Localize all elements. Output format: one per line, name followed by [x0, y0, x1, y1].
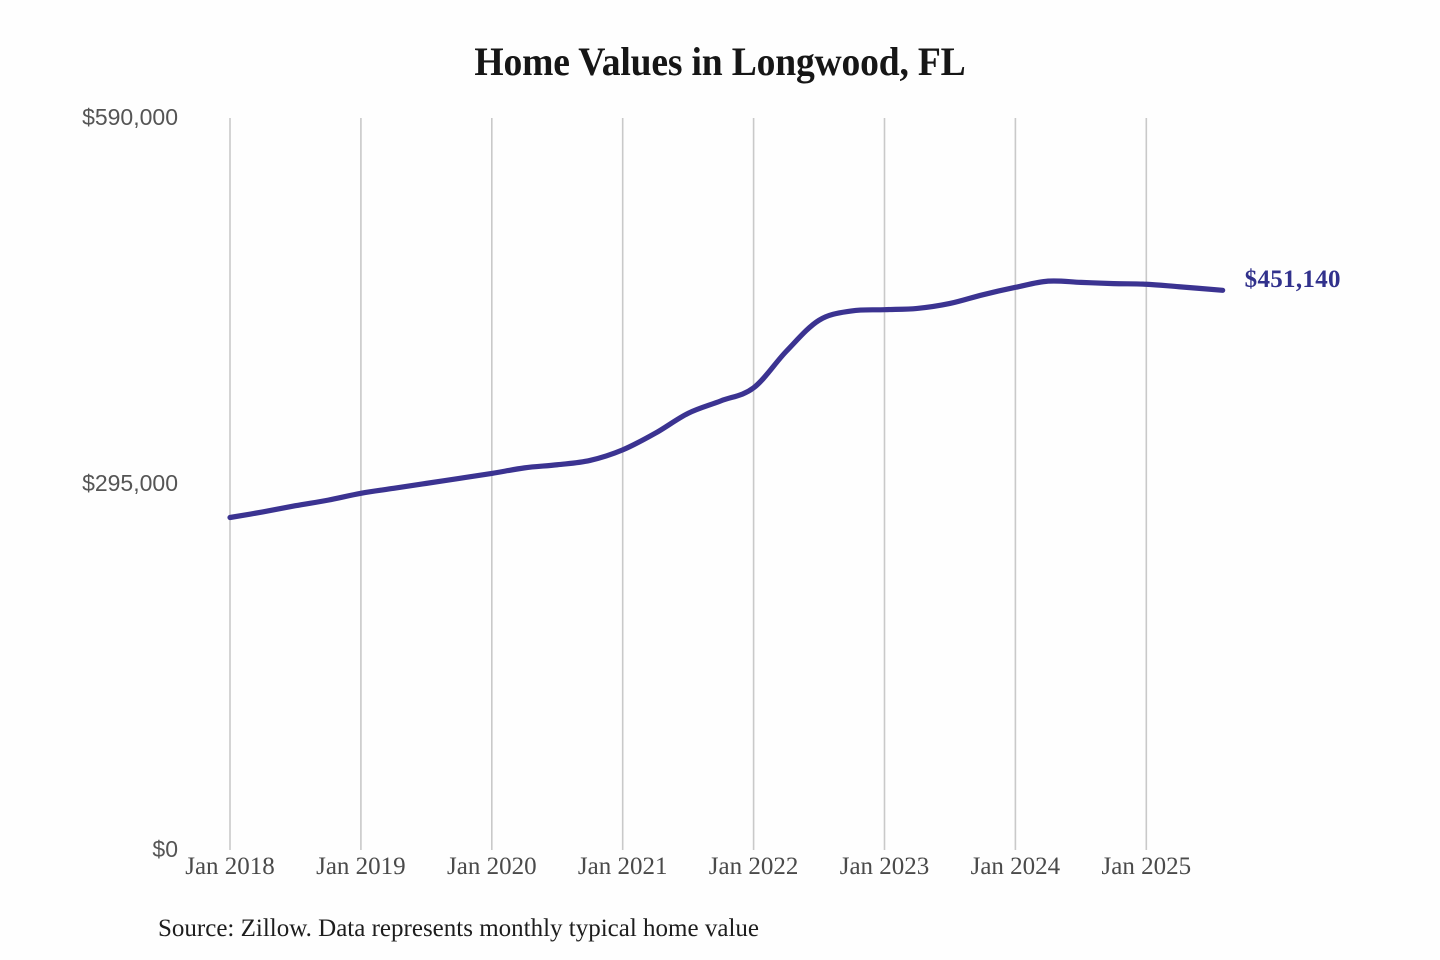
x-axis-tick-label: Jan 2019 — [316, 853, 406, 880]
x-axis-tick-label: Jan 2018 — [185, 853, 275, 880]
chart-title: Home Values in Longwood, FL — [474, 39, 966, 84]
x-axis-tick-label: Jan 2022 — [708, 853, 799, 880]
end-value-annotation: $451,140 — [1244, 266, 1341, 294]
series-line-group — [227, 278, 1226, 521]
x-axis-tick-label: Jan 2020 — [447, 853, 537, 880]
x-axis-tick-label: Jan 2021 — [577, 853, 668, 880]
gridlines-group — [229, 118, 1148, 850]
x-axis-tick-label: Jan 2024 — [970, 853, 1061, 880]
y-axis-tick-label: $0 — [152, 836, 178, 862]
source-note: Source: Zillow. Data represents monthly … — [158, 915, 759, 942]
y-axis-tick-labels: $0 $295,000 $590,000 — [0, 0, 178, 960]
x-axis-tick-label: Jan 2025 — [1101, 853, 1192, 880]
x-axis-tick-label: Jan 2023 — [839, 853, 930, 880]
y-axis-tick-label: $295,000 — [82, 470, 178, 496]
y-axis-tick-label: $590,000 — [82, 104, 178, 130]
series-line-typical-home-value — [227, 278, 1226, 521]
